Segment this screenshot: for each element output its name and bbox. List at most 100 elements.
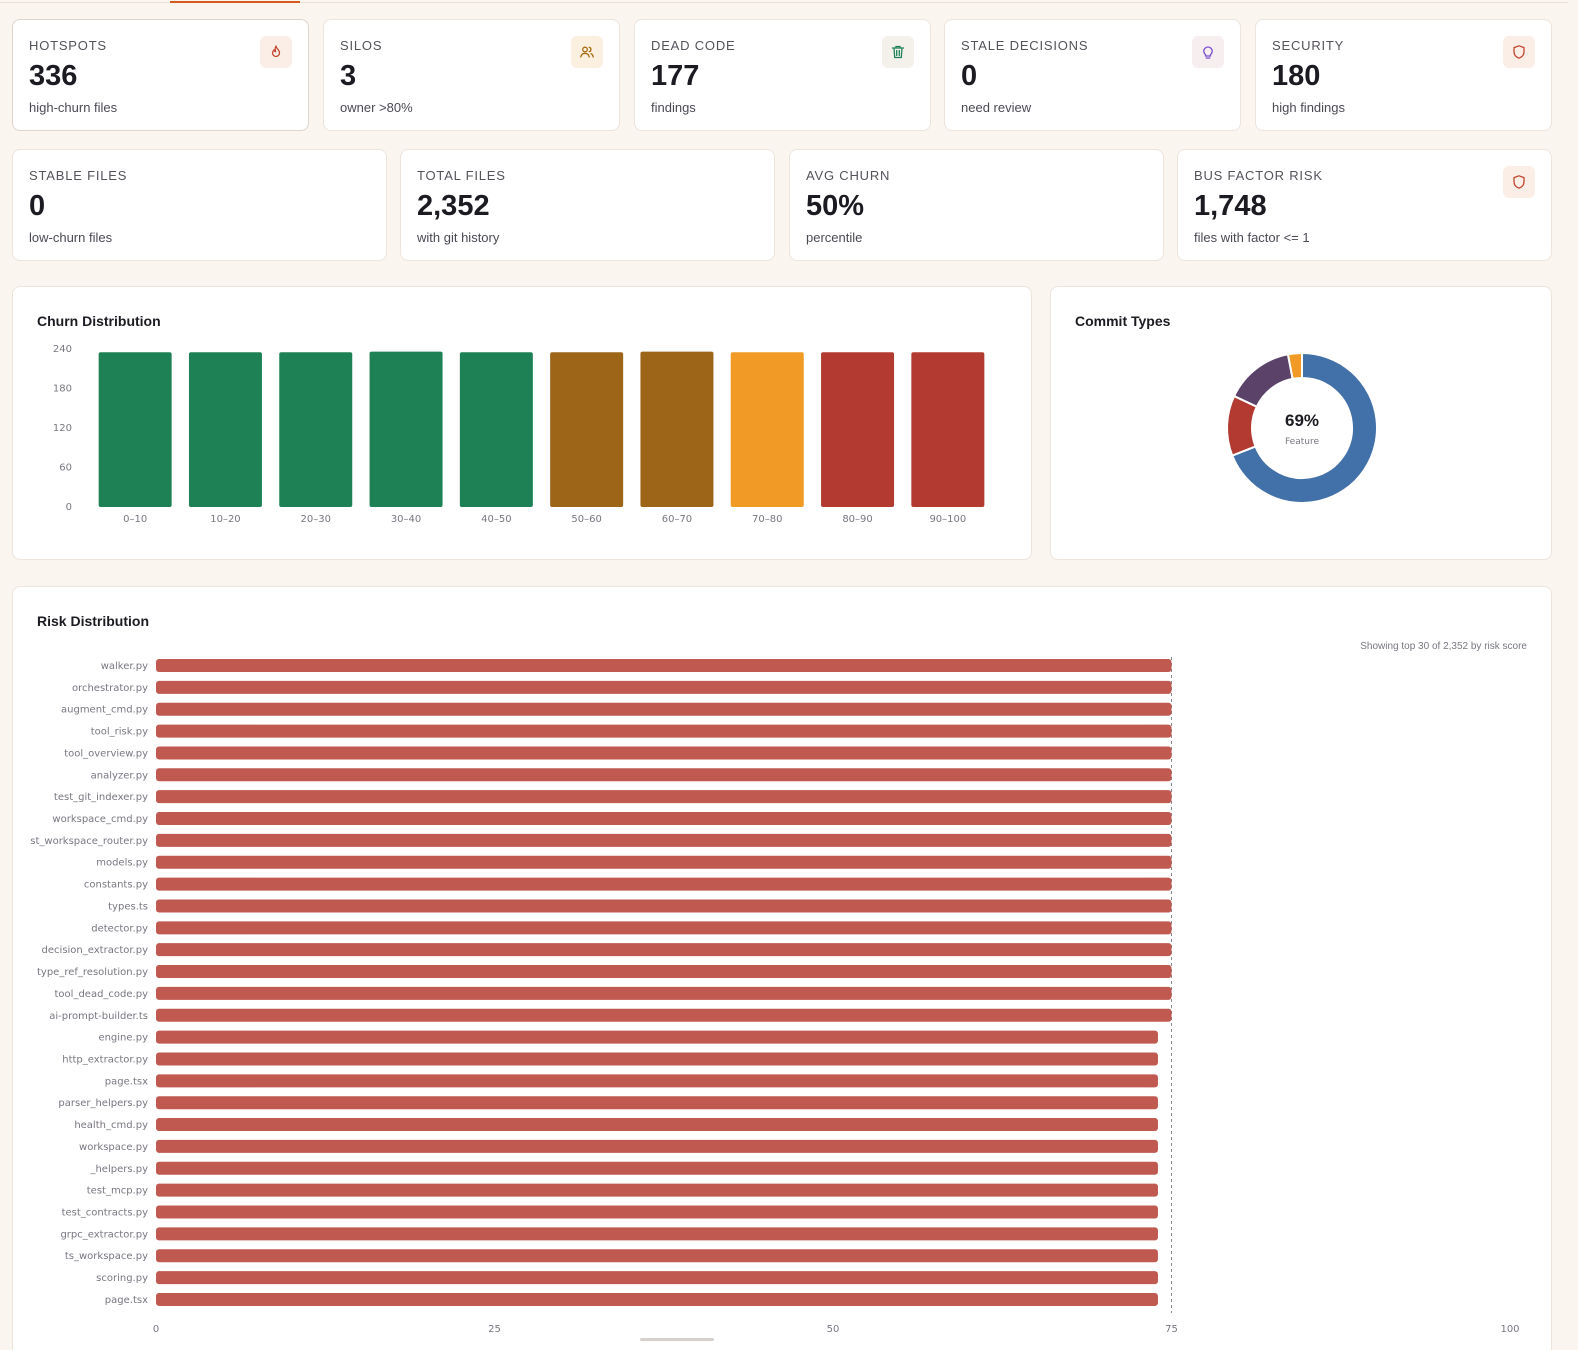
- risk-bar: [156, 746, 1172, 760]
- risk-file-label: tool_risk.py: [91, 727, 148, 738]
- churn-bar: [821, 352, 895, 507]
- risk-file-label: grpc_extractor.py: [60, 1229, 148, 1240]
- risk-file-label: workspace_cmd.py: [52, 814, 148, 825]
- stat-value: 50%: [806, 190, 865, 222]
- stat-card-total-files[interactable]: TOTAL FILES 2,352 with git history: [400, 149, 775, 261]
- risk-distribution-panel: Risk Distribution Showing top 30 of 2,35…: [12, 586, 1552, 1350]
- x-tick-label: 70–80: [752, 514, 782, 525]
- risk-bar: [156, 1074, 1158, 1088]
- stat-card-stale-decisions[interactable]: STALE DECISIONS 0 need review: [944, 19, 1241, 131]
- stat-label: STABLE FILES: [29, 168, 128, 183]
- stat-label: AVG CHURN: [806, 168, 891, 183]
- shield-icon: [1503, 36, 1535, 68]
- y-tick-label: 60: [59, 463, 72, 474]
- risk-file-label: http_extractor.py: [62, 1054, 148, 1065]
- y-tick-label: 0: [66, 502, 72, 513]
- stat-value: 177: [651, 60, 700, 92]
- risk-bar: [156, 1249, 1158, 1263]
- risk-bar: [156, 877, 1172, 891]
- risk-file-label: parser_helpers.py: [58, 1098, 148, 1109]
- churn-distribution-panel: Churn Distribution 0 60 120 180 240 0–10 10–20…: [12, 286, 1032, 560]
- risk-file-label: orchestrator.py: [72, 683, 148, 694]
- risk-bar: [156, 812, 1172, 826]
- stat-value: 0: [961, 60, 978, 92]
- stat-label: STALE DECISIONS: [961, 38, 1089, 53]
- stat-subtitle: low-churn files: [29, 230, 113, 245]
- risk-file-label: models.py: [96, 858, 148, 869]
- churn-bar: [369, 351, 443, 507]
- risk-bar: [156, 1118, 1158, 1132]
- risk-file-label: detector.py: [91, 923, 148, 934]
- churn-bar: [188, 352, 262, 507]
- risk-bar: [156, 1271, 1158, 1285]
- stat-card-security[interactable]: SECURITY 180 high findings: [1255, 19, 1552, 131]
- donut-center-value: 69%: [1285, 411, 1319, 430]
- y-tick-label: 180: [53, 384, 72, 395]
- risk-chart-note: Showing top 30 of 2,352 by risk score: [1360, 641, 1527, 652]
- risk-bar: [156, 1096, 1158, 1110]
- churn-bar: [459, 352, 533, 507]
- churn-bar: [98, 352, 172, 507]
- stat-value: 1,748: [1194, 190, 1267, 222]
- risk-file-label: page.tsx: [105, 1076, 148, 1087]
- risk-file-label: analyzer.py: [91, 770, 148, 781]
- risk-file-label: health_cmd.py: [74, 1120, 148, 1131]
- churn-bar: [279, 352, 353, 507]
- risk-bar: [156, 921, 1172, 935]
- risk-file-label: st_workspace_router.py: [30, 836, 148, 847]
- trash-icon: [882, 36, 914, 68]
- risk-file-label: types.ts: [108, 901, 148, 912]
- risk-bar: [156, 1139, 1158, 1153]
- risk-bar: [156, 1292, 1158, 1306]
- risk-bar: [156, 855, 1172, 869]
- churn-bar: [911, 352, 985, 507]
- x-tick-label: 25: [488, 1324, 501, 1335]
- stat-subtitle: files with factor <= 1: [1194, 230, 1310, 245]
- x-tick-label: 0: [153, 1324, 159, 1335]
- risk-bar: [156, 899, 1172, 913]
- panel-title: Commit Types: [1075, 313, 1171, 329]
- risk-file-label: test_git_indexer.py: [54, 792, 148, 803]
- risk-file-label: _helpers.py: [89, 1164, 148, 1175]
- risk-bar: [156, 768, 1172, 782]
- stat-value: 3: [340, 60, 357, 92]
- risk-file-label: walker.py: [101, 661, 148, 672]
- risk-file-label: test_mcp.py: [87, 1186, 148, 1197]
- risk-bar: [156, 986, 1172, 1000]
- stat-card-dead-code[interactable]: DEAD CODE 177 findings: [634, 19, 931, 131]
- risk-bar: [156, 1052, 1158, 1066]
- donut-slice: [1286, 351, 1303, 381]
- risk-file-label: ai-prompt-builder.ts: [49, 1011, 148, 1022]
- x-tick-label: 60–70: [662, 514, 692, 525]
- risk-file-label: type_ref_resolution.py: [37, 967, 148, 978]
- stat-card-hotspots[interactable]: HOTSPOTS 336 high-churn files: [12, 19, 309, 131]
- x-tick-label: 50–60: [571, 514, 601, 525]
- lightbulb-icon: [1192, 36, 1224, 68]
- stat-card-bus-factor-risk[interactable]: BUS FACTOR RISK 1,748 files with factor …: [1177, 149, 1552, 261]
- x-tick-label: 0–10: [123, 514, 147, 525]
- y-tick-label: 240: [53, 344, 72, 355]
- donut-center-label: Feature: [1285, 437, 1319, 447]
- stat-value: 180: [1272, 60, 1321, 92]
- risk-file-label: engine.py: [98, 1033, 148, 1044]
- horizontal-scrollbar[interactable]: [640, 1338, 714, 1341]
- stat-card-stable-files[interactable]: STABLE FILES 0 low-churn files: [12, 149, 387, 261]
- stat-subtitle: findings: [651, 100, 696, 115]
- commit-types-panel: Commit Types 69% Feature: [1050, 286, 1552, 560]
- y-tick-label: 120: [53, 423, 72, 434]
- stat-subtitle: need review: [961, 100, 1032, 115]
- x-tick-label: 20–30: [301, 514, 331, 525]
- stat-label: TOTAL FILES: [417, 168, 506, 183]
- x-tick-label: 10–20: [210, 514, 240, 525]
- stat-card-silos[interactable]: SILOS 3 owner >80%: [323, 19, 620, 131]
- stat-label: DEAD CODE: [651, 38, 736, 53]
- risk-bar: [156, 1227, 1158, 1241]
- commit-types-donut-chart: 69% Feature: [1226, 351, 1378, 504]
- risk-bar: [156, 965, 1172, 979]
- stat-card-avg-churn[interactable]: AVG CHURN 50% percentile: [789, 149, 1164, 261]
- risk-file-label: tool_dead_code.py: [55, 989, 149, 1000]
- stat-label: HOTSPOTS: [29, 38, 107, 53]
- risk-file-label: test_contracts.py: [62, 1208, 148, 1219]
- top-tab-underline: [0, 0, 1568, 3]
- panel-title: Risk Distribution: [37, 613, 150, 629]
